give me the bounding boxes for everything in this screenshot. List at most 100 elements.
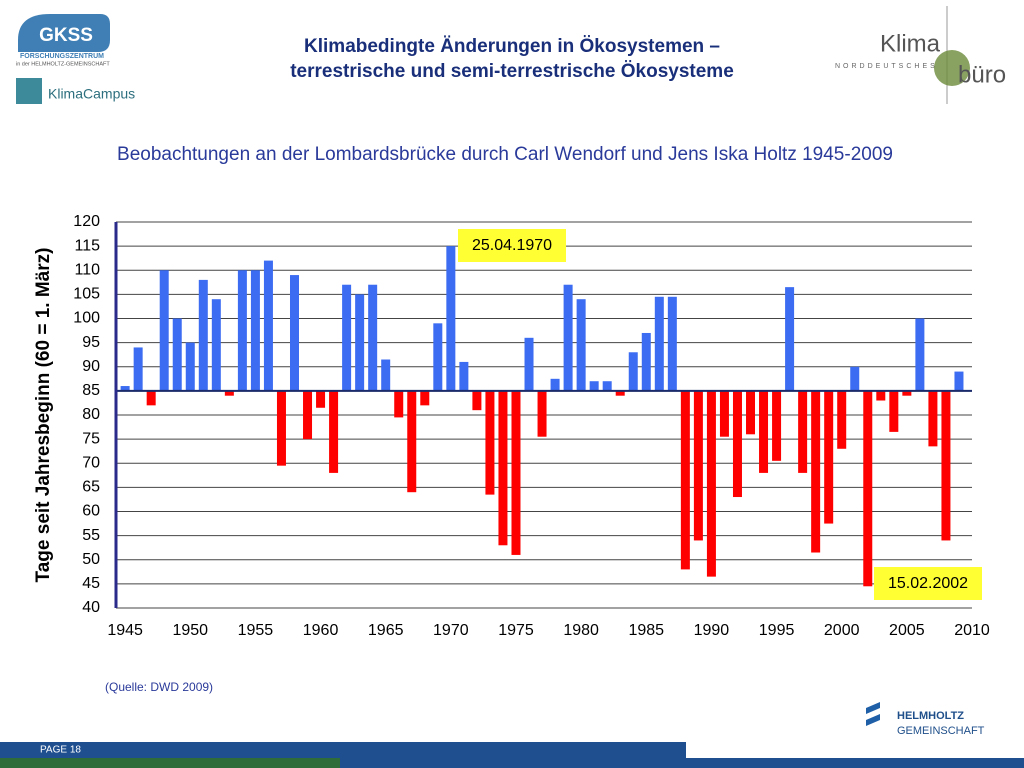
y-axis-label: Tage seit Jahresbeginn (60 = 1. März) bbox=[33, 248, 54, 583]
bar bbox=[485, 390, 495, 495]
slide-title: terrestrische und semi-terrestrische Öko… bbox=[290, 61, 734, 82]
bar bbox=[706, 390, 716, 577]
bar bbox=[276, 390, 286, 466]
logo-globe bbox=[934, 50, 970, 86]
bar bbox=[941, 390, 951, 541]
bar bbox=[159, 270, 169, 391]
logo-text: HELMHOLTZ bbox=[897, 710, 964, 722]
chart-title: Beobachtungen an der Lombardsbrücke durc… bbox=[117, 144, 893, 165]
bar bbox=[563, 284, 573, 391]
bar bbox=[772, 390, 782, 461]
annotation: 15.02.2002 bbox=[888, 575, 968, 592]
logo-text: KlimaCampus bbox=[48, 86, 135, 102]
y-tick-label: 85 bbox=[82, 382, 100, 399]
logo-klimabuero: Klima NORDDEUTSCHES büro bbox=[835, 6, 1006, 104]
annotation-box bbox=[458, 229, 566, 262]
x-tick-label: 1955 bbox=[238, 622, 274, 639]
bar bbox=[355, 294, 365, 391]
logo-text: NORDDEUTSCHES bbox=[835, 63, 938, 70]
bar bbox=[719, 390, 729, 437]
bar bbox=[954, 371, 964, 391]
bar bbox=[394, 390, 404, 418]
bar bbox=[289, 275, 299, 391]
logo-shape bbox=[18, 14, 110, 52]
logo-gkss: GKSS FORSCHUNGSZENTRUM in der HELMHOLTZ-… bbox=[16, 14, 135, 104]
x-tick-label: 2000 bbox=[824, 622, 860, 639]
bar bbox=[433, 323, 443, 391]
bar bbox=[902, 390, 912, 396]
logo-shape bbox=[16, 78, 42, 104]
slide-title: Klimabedingte Änderungen in Ökosystemen … bbox=[304, 36, 720, 57]
bar bbox=[928, 390, 938, 447]
x-tick-label: 2010 bbox=[954, 622, 990, 639]
y-tick-label: 60 bbox=[82, 503, 100, 520]
annotation-box bbox=[874, 567, 982, 600]
footer-bar bbox=[340, 758, 1024, 768]
bar bbox=[459, 361, 469, 391]
x-tick-label: 1970 bbox=[433, 622, 469, 639]
bar bbox=[250, 270, 260, 391]
y-tick-label: 120 bbox=[73, 213, 100, 230]
bar bbox=[746, 390, 756, 435]
bar bbox=[224, 390, 234, 396]
logo-text: FORSCHUNGSZENTRUM bbox=[20, 53, 104, 60]
y-tick-label: 70 bbox=[82, 454, 100, 471]
bar bbox=[641, 332, 651, 391]
bar bbox=[693, 390, 703, 541]
y-tick-label: 50 bbox=[82, 551, 100, 568]
bar bbox=[615, 390, 625, 396]
bar bbox=[316, 390, 326, 408]
logo-text: GKSS bbox=[39, 25, 93, 46]
y-tick-label: 65 bbox=[82, 479, 100, 496]
logo-helmholtz: HELMHOLTZ GEMEINSCHAFT bbox=[866, 702, 985, 737]
y-tick-label: 45 bbox=[82, 575, 100, 592]
bar bbox=[837, 390, 847, 449]
y-tick-label: 80 bbox=[82, 406, 100, 423]
bar bbox=[654, 296, 664, 391]
plot: 40 45 50 55 60 65 70 75 80 85 90 95 100 105 110 115 120 1… bbox=[73, 213, 990, 639]
bar bbox=[798, 390, 808, 473]
y-tick-label: 110 bbox=[74, 261, 100, 278]
x-tick-label: 1965 bbox=[368, 622, 404, 639]
bar bbox=[524, 337, 534, 391]
bar bbox=[120, 386, 130, 391]
bar bbox=[811, 390, 821, 553]
bar bbox=[498, 390, 508, 546]
y-tick-label: 105 bbox=[73, 286, 100, 303]
logo-text: büro bbox=[958, 61, 1006, 88]
source: (Quelle: DWD 2009) bbox=[105, 680, 213, 694]
logo-text: GEMEINSCHAFT bbox=[897, 725, 985, 737]
bar bbox=[915, 318, 925, 391]
logo-shape bbox=[866, 702, 880, 726]
y-tick-label: 115 bbox=[74, 237, 100, 254]
x-tick-label: 1995 bbox=[759, 622, 795, 639]
bar bbox=[889, 390, 899, 432]
x-tick-label: 1960 bbox=[303, 622, 339, 639]
bar bbox=[667, 296, 677, 391]
bar bbox=[863, 390, 873, 587]
bar bbox=[537, 390, 547, 437]
bar bbox=[680, 390, 690, 570]
y-tick-label: 75 bbox=[82, 430, 100, 447]
bar bbox=[576, 299, 586, 391]
bar bbox=[237, 270, 247, 391]
x-tick-label: 1990 bbox=[694, 622, 730, 639]
bar bbox=[446, 246, 456, 391]
bar bbox=[407, 390, 417, 493]
bar bbox=[185, 342, 195, 391]
y-tick-label: 100 bbox=[73, 310, 100, 327]
bar bbox=[511, 390, 521, 555]
bar bbox=[133, 347, 143, 391]
bar bbox=[824, 390, 834, 524]
annotation: 25.04.1970 bbox=[472, 237, 552, 254]
bar bbox=[211, 299, 221, 391]
bar bbox=[850, 366, 860, 391]
bar bbox=[876, 390, 886, 401]
y-tick-label: 95 bbox=[82, 334, 100, 351]
x-tick-label: 2005 bbox=[889, 622, 925, 639]
bar bbox=[342, 284, 352, 391]
bar bbox=[420, 390, 430, 406]
bar bbox=[198, 279, 208, 391]
bar bbox=[381, 359, 391, 391]
